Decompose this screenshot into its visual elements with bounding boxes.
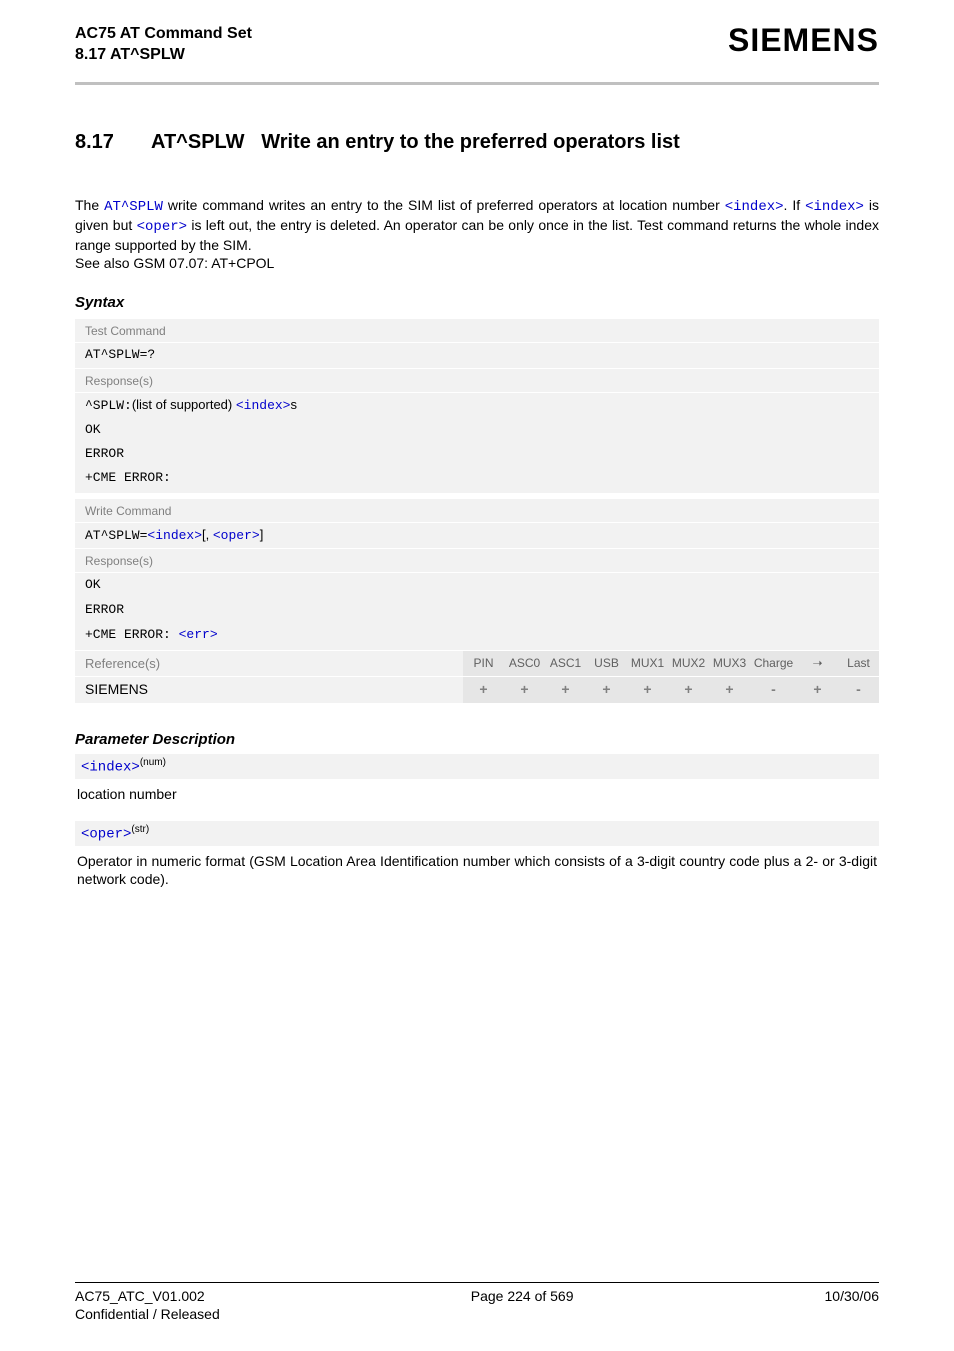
ref-val-asc0: + xyxy=(504,677,545,703)
param-oper-type: (str) xyxy=(131,824,149,835)
oper-param-link[interactable]: <oper> xyxy=(137,219,187,235)
param-oper-desc: Operator in numeric format (GSM Location… xyxy=(75,850,879,890)
ref-col-pin: PIN xyxy=(463,651,504,676)
write-response-error: ERROR xyxy=(75,598,879,622)
test-command-syntax: AT^SPLW=? xyxy=(75,343,879,367)
header-divider xyxy=(75,82,879,85)
write-response-header: Response(s) xyxy=(75,548,879,573)
param-index-desc: location number xyxy=(75,783,879,805)
footer-date: 10/30/06 xyxy=(825,1287,880,1323)
ref-val-arrow: + xyxy=(797,677,838,703)
write-response-ok: OK xyxy=(75,573,879,597)
index-link[interactable]: <index> xyxy=(236,398,291,413)
err-link[interactable]: <err> xyxy=(179,627,218,642)
index-param-link-2[interactable]: <index> xyxy=(805,199,864,215)
ref-val-asc1: + xyxy=(545,677,586,703)
index-link-w[interactable]: <index> xyxy=(147,528,202,543)
oper-link-w[interactable]: <oper> xyxy=(213,528,260,543)
parameter-heading: Parameter Description xyxy=(75,731,879,748)
reference-vals: + + + + + + + - + - xyxy=(463,677,879,703)
ref-val-mux3: + xyxy=(709,677,750,703)
ref-col-asc0: ASC0 xyxy=(504,651,545,676)
syntax-heading: Syntax xyxy=(75,294,879,311)
reference-value-row: SIEMENS + + + + + + + - + - xyxy=(75,676,879,703)
test-response-ok: OK xyxy=(75,418,879,442)
section-heading: 8.17 AT^SPLW Write an entry to the prefe… xyxy=(75,131,879,154)
test-response-error: ERROR xyxy=(75,442,879,466)
ref-col-mux1: MUX1 xyxy=(627,651,668,676)
page-header: AC75 AT Command Set 8.17 AT^SPLW SIEMENS xyxy=(75,24,879,76)
write-response-cme: +CME ERROR: <err> xyxy=(75,622,879,650)
ref-col-last: Last xyxy=(838,651,879,676)
footer-page: Page 224 of 569 xyxy=(220,1287,825,1323)
doc-subtitle: 8.17 AT^SPLW xyxy=(75,45,252,66)
test-response-header: Response(s) xyxy=(75,368,879,393)
intro-see-also: See also GSM 07.07: AT+CPOL xyxy=(75,254,879,272)
write-command-box: Write Command AT^SPLW=<index>[, <oper>] … xyxy=(75,499,879,703)
param-oper-bar: <oper>(str) xyxy=(75,821,879,846)
header-title-block: AC75 AT Command Set 8.17 AT^SPLW xyxy=(75,24,252,66)
index-param-link[interactable]: <index> xyxy=(725,199,784,215)
intro-paragraph: The AT^SPLW write command writes an entr… xyxy=(75,196,879,273)
ref-col-asc1: ASC1 xyxy=(545,651,586,676)
section-number: 8.17 xyxy=(75,131,151,154)
param-index-bar: <index>(num) xyxy=(75,754,879,779)
test-response-line: ^SPLW:(list of supported) <index>s xyxy=(75,393,879,418)
param-index-name[interactable]: <index> xyxy=(81,760,140,776)
section-title-text: AT^SPLW Write an entry to the preferred … xyxy=(151,131,680,154)
ref-val-mux2: + xyxy=(668,677,709,703)
test-response-cme: +CME ERROR: xyxy=(75,466,879,493)
ref-col-charge: Charge xyxy=(750,651,797,676)
doc-title: AC75 AT Command Set xyxy=(75,24,252,45)
reference-header-row: Reference(s) PIN ASC0 ASC1 USB MUX1 MUX2… xyxy=(75,650,879,676)
reference-label: Reference(s) xyxy=(75,651,463,676)
ref-val-charge: - xyxy=(750,677,797,703)
param-index-type: (num) xyxy=(140,757,166,768)
param-oper-name[interactable]: <oper> xyxy=(81,827,131,843)
ref-col-usb: USB xyxy=(586,651,627,676)
footer-left: AC75_ATC_V01.002 Confidential / Released xyxy=(75,1287,220,1323)
ref-val-usb: + xyxy=(586,677,627,703)
ref-col-arrow-icon: ➝ xyxy=(797,651,838,676)
write-command-header: Write Command xyxy=(75,499,879,523)
ref-val-pin: + xyxy=(463,677,504,703)
footer-divider xyxy=(75,1282,879,1283)
cmd-link[interactable]: AT^SPLW xyxy=(104,199,163,215)
test-command-header: Test Command xyxy=(75,319,879,343)
footer-version: AC75_ATC_V01.002 xyxy=(75,1287,220,1305)
brand-logo: SIEMENS xyxy=(728,22,879,59)
ref-val-last: - xyxy=(838,677,879,703)
footer-confidential: Confidential / Released xyxy=(75,1305,220,1323)
ref-col-mux2: MUX2 xyxy=(668,651,709,676)
ref-val-mux1: + xyxy=(627,677,668,703)
reference-cols: PIN ASC0 ASC1 USB MUX1 MUX2 MUX3 Charge … xyxy=(463,651,879,676)
test-command-box: Test Command AT^SPLW=? Response(s) ^SPLW… xyxy=(75,319,879,493)
reference-value: SIEMENS xyxy=(75,677,463,703)
write-command-syntax: AT^SPLW=<index>[, <oper>] xyxy=(75,523,879,548)
ref-col-mux3: MUX3 xyxy=(709,651,750,676)
page-footer: AC75_ATC_V01.002 Confidential / Released… xyxy=(75,1282,879,1323)
